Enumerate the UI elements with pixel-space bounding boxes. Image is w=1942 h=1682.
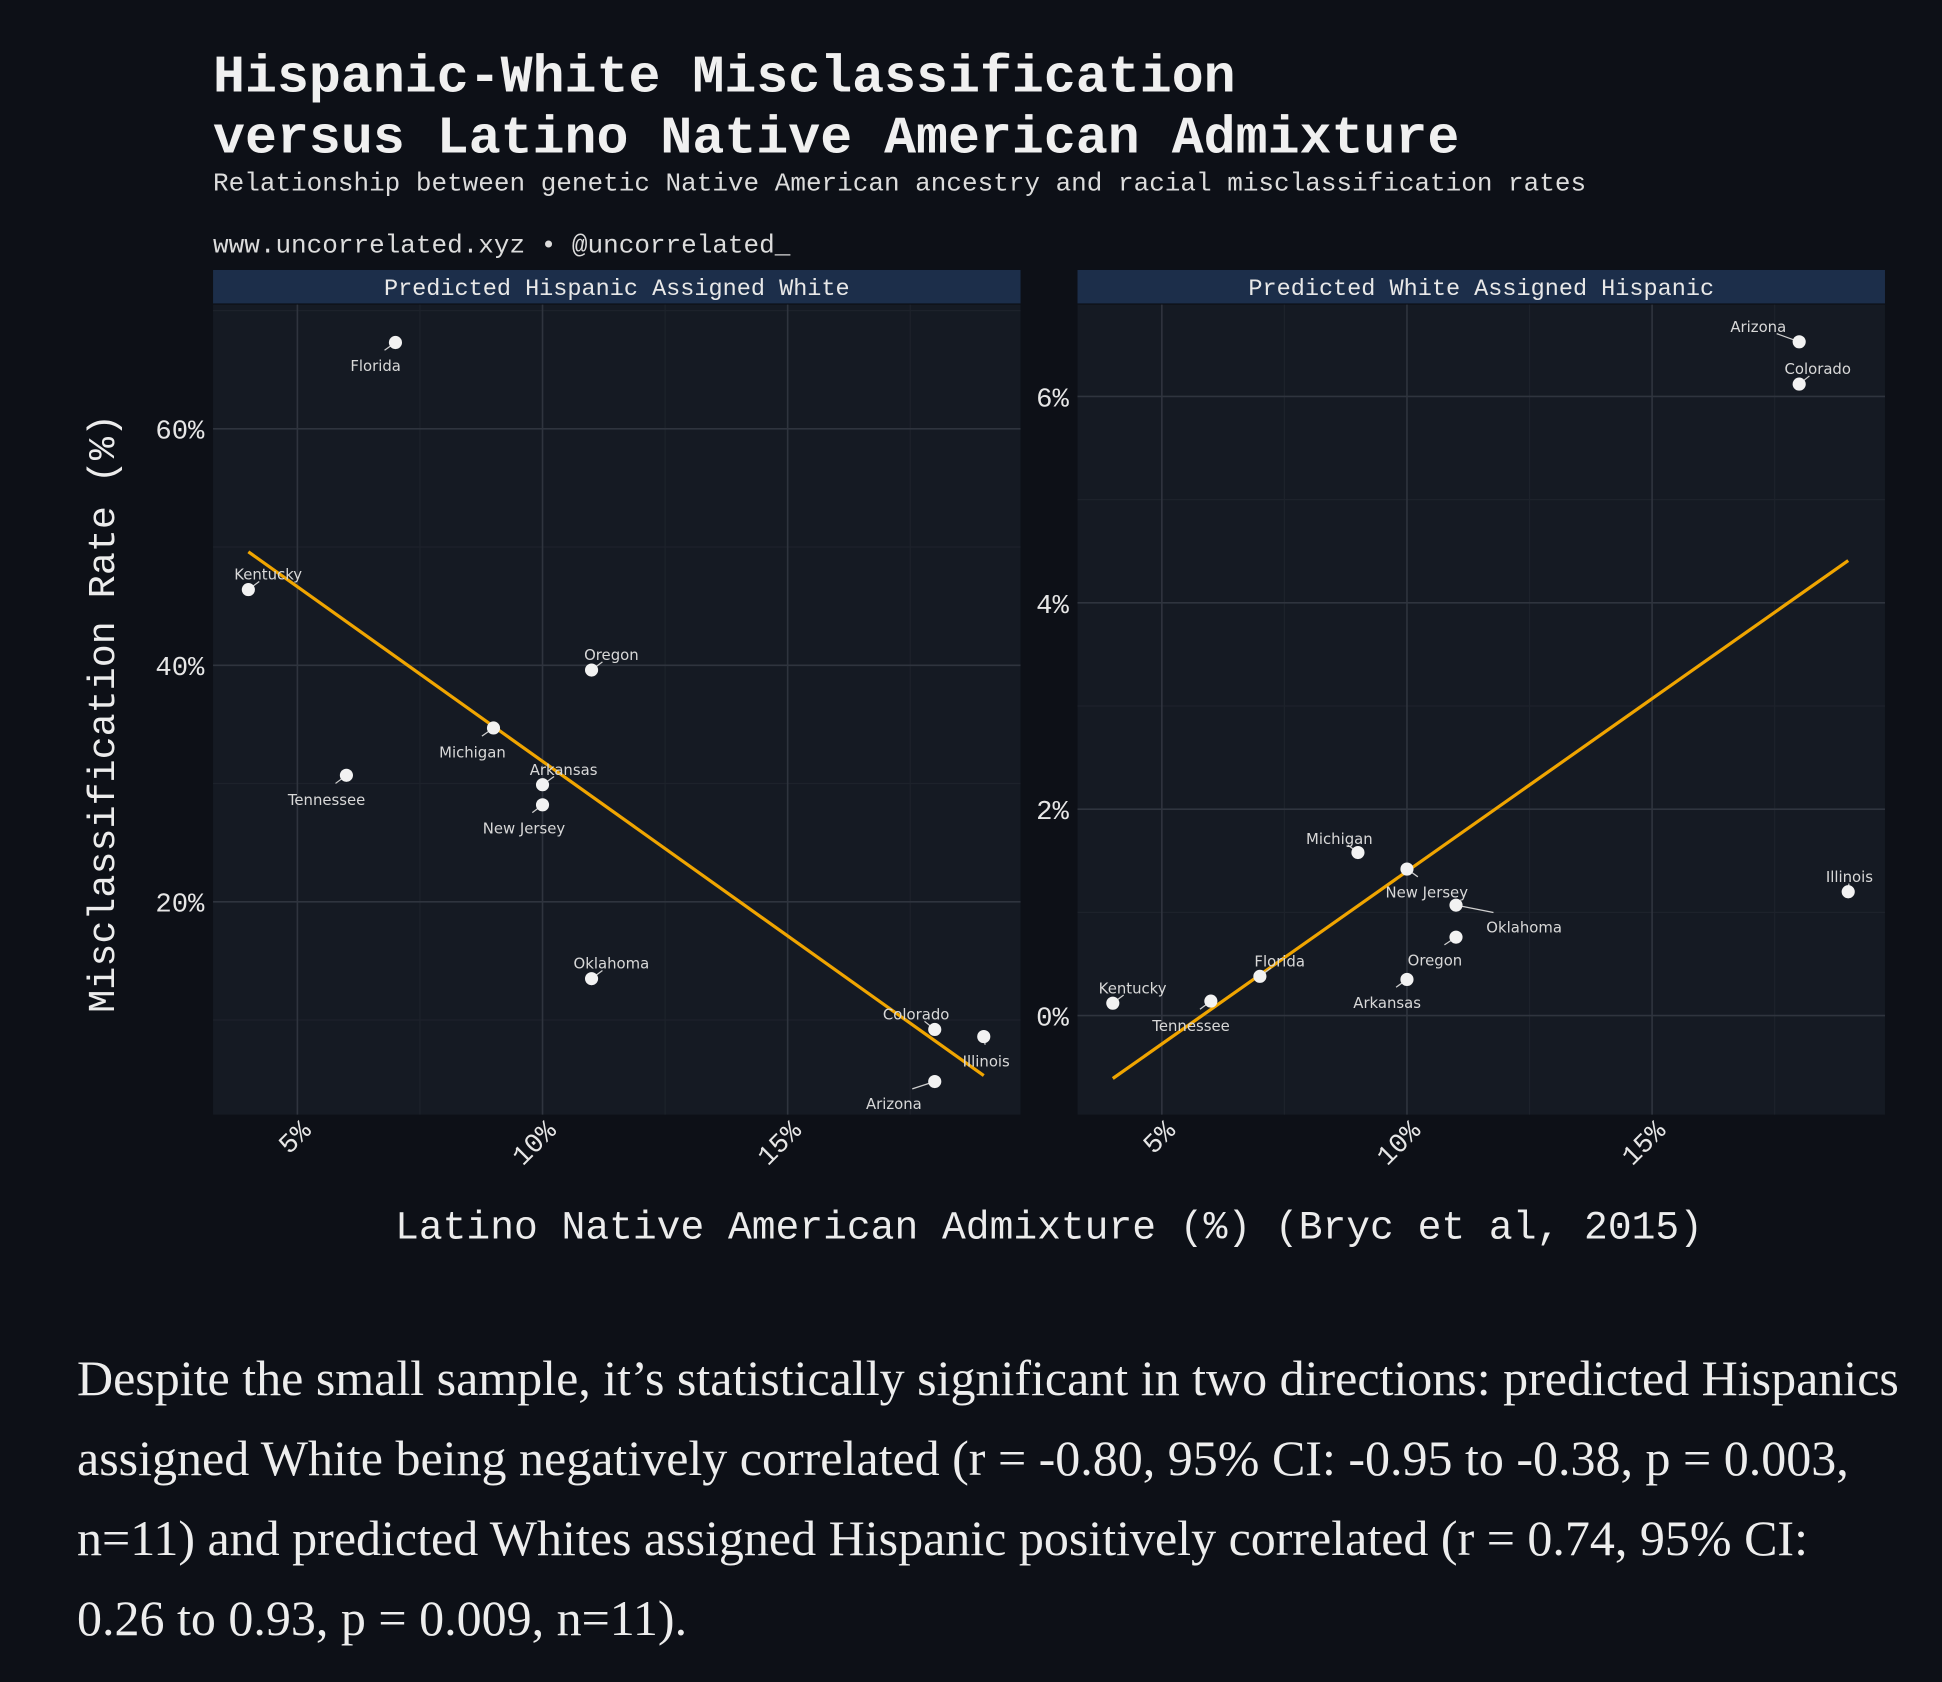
point-label: Arizona <box>866 1095 922 1113</box>
y-tick-label: 20% <box>155 890 205 921</box>
point-label: Colorado <box>883 1006 949 1024</box>
point-label: Arkansas <box>1353 994 1421 1012</box>
point-label: New Jersey <box>483 819 566 837</box>
data-point <box>584 663 599 677</box>
point-label: Oregon <box>584 646 639 664</box>
data-point <box>241 583 255 597</box>
x-tick-label: 10% <box>507 1116 564 1173</box>
point-label: Illinois <box>1826 868 1873 886</box>
facet-title: Predicted Hispanic Assigned White <box>384 276 850 303</box>
chart-figure: Hispanic-White Misclassification versus … <box>82 48 1885 1250</box>
y-tick-label: 6% <box>1036 384 1069 415</box>
data-point <box>584 972 599 986</box>
plot-background <box>1077 304 1885 1115</box>
data-point <box>535 798 550 812</box>
data-point <box>388 335 403 350</box>
data-point <box>1400 862 1414 876</box>
data-point <box>1792 335 1806 349</box>
x-tick-label: 5% <box>1138 1116 1183 1161</box>
data-point <box>1449 930 1463 944</box>
point-label: Michigan <box>1306 830 1373 848</box>
point-label: Tennessee <box>287 791 365 809</box>
facet-title: Predicted White Assigned Hispanic <box>1248 276 1714 303</box>
data-point <box>535 778 550 792</box>
point-label: Kentucky <box>234 566 302 584</box>
plot-background <box>213 304 1021 1115</box>
point-label: Oklahoma <box>1486 918 1562 936</box>
y-tick-label: 0% <box>1036 1003 1069 1034</box>
point-label: New Jersey <box>1386 884 1469 902</box>
data-point <box>1106 996 1120 1010</box>
x-tick-label: 15% <box>1617 1116 1674 1173</box>
facet-strip <box>1077 269 1885 304</box>
data-point <box>1351 845 1365 860</box>
point-label: Oklahoma <box>574 955 650 973</box>
y-axis-title: Misclassification Rate (%) <box>82 414 126 1013</box>
data-point <box>1449 898 1463 912</box>
data-point <box>977 1030 991 1044</box>
y-tick-label: 60% <box>155 417 205 448</box>
data-point <box>486 721 501 735</box>
panel-1: 5% 10% 15% 20% 40% 60% Predicted Hispanic Assi… <box>155 269 1021 1173</box>
y-tick-label: 2% <box>1036 797 1069 828</box>
caption-paragraph: Despite the small sample, it’s statistic… <box>77 1350 1899 1646</box>
trend-line <box>247 550 985 1077</box>
chart-subtitle: Relationship between genetic Native Amer… <box>213 169 1586 199</box>
panel-2: 5% 10% 15% 0% 2% 4% 6% Predicted White Assigned… <box>1036 269 1885 1173</box>
data-point <box>1400 972 1414 987</box>
point-label: Oregon <box>1408 952 1463 970</box>
chart-title-line-2: versus Latino Native American Admixture <box>213 108 1459 168</box>
data-point <box>1204 994 1218 1008</box>
chart-title-line-1: Hispanic-White Misclassification <box>213 48 1236 108</box>
facet-strip <box>213 269 1021 304</box>
x-tick-label: 10% <box>1372 1116 1429 1173</box>
trend-line <box>1111 559 1850 1080</box>
data-point <box>1841 885 1855 899</box>
point-label: Arkansas <box>530 761 598 779</box>
point-label: Illinois <box>963 1052 1010 1070</box>
point-label: Kentucky <box>1099 979 1167 997</box>
y-tick-label: 40% <box>155 653 205 684</box>
point-label: Colorado <box>1785 360 1851 378</box>
data-point <box>1253 969 1267 983</box>
data-point <box>928 1074 942 1089</box>
data-point <box>339 768 353 782</box>
x-tick-label: 5% <box>274 1116 319 1161</box>
x-tick-label: 15% <box>752 1116 809 1173</box>
point-label: Florida <box>350 357 401 375</box>
x-axis-title: Latino Native American Admixture (%) (Br… <box>395 1205 1703 1250</box>
point-label: Arizona <box>1730 318 1786 336</box>
data-point <box>928 1022 942 1037</box>
point-label: Florida <box>1254 952 1305 970</box>
y-tick-label: 4% <box>1036 591 1069 622</box>
data-point <box>1792 377 1806 391</box>
chart-credit: www.uncorrelated.xyz • @uncorrelated_ <box>213 231 791 261</box>
point-label: Tennessee <box>1151 1017 1229 1035</box>
point-label: Michigan <box>439 744 506 762</box>
